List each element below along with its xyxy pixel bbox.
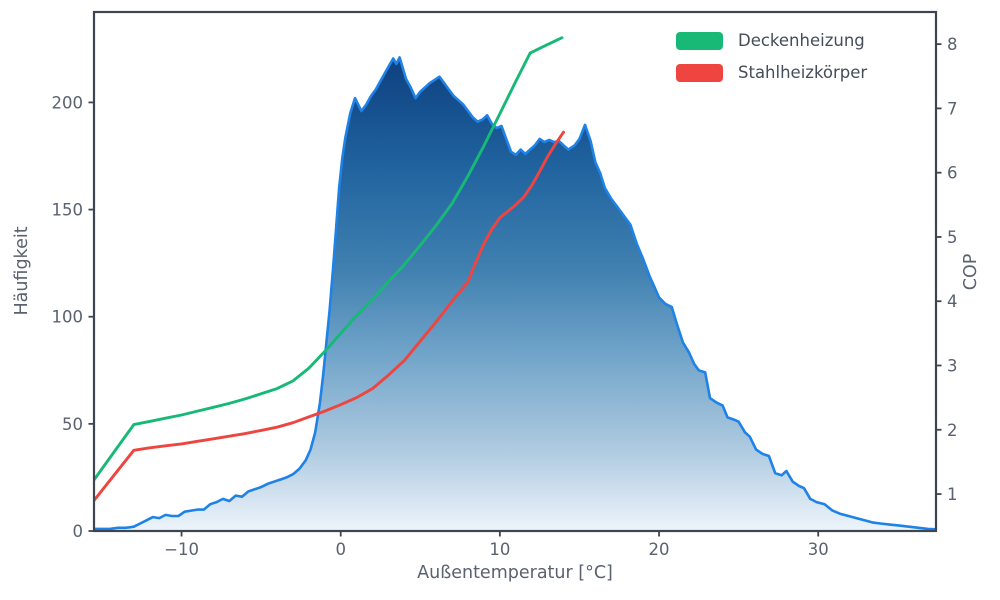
legend-label: Stahlheizkörper	[738, 63, 868, 82]
y-left-tick-label: 150	[52, 201, 84, 220]
y-left-tick-label: 0	[73, 522, 84, 541]
legend-label: Deckenheizung	[738, 31, 865, 50]
legend: Deckenheizung Stahlheizkörper	[676, 31, 867, 82]
y-right-tick-label: 7	[947, 99, 958, 118]
cop-line-stahlheizkoerper	[94, 130, 565, 502]
axis-ticks	[88, 43, 942, 537]
y-left-tick-label: 50	[62, 415, 83, 434]
histogram-outline	[94, 56, 936, 531]
y-right-tick-label: 4	[947, 292, 958, 311]
y-right-axis-label: COP	[961, 254, 981, 291]
x-tick-label: 10	[489, 540, 510, 559]
histogram-area	[94, 57, 936, 531]
legend-item-stahlheizkoerper: Stahlheizkörper	[676, 63, 867, 82]
x-axis-label: Außentemperatur [°C]	[417, 563, 613, 583]
y-right-tick-label: 3	[947, 356, 958, 375]
x-tick-label: 20	[649, 540, 670, 559]
plot-border	[92, 10, 938, 533]
y-right-tick-label: 1	[947, 485, 958, 504]
y-left-tick-label: 200	[52, 93, 84, 112]
y-right-tick-label: 2	[947, 421, 958, 440]
y-right-tick-label: 8	[947, 35, 958, 54]
cop-line-deckenheizung	[94, 36, 564, 482]
y-right-tick-label: 6	[947, 164, 958, 183]
legend-item-deckenheizung: Deckenheizung	[676, 31, 867, 50]
x-tick-label: 30	[808, 540, 829, 559]
axis-tick-labels: −10 0 10 20 30 0 50 100 150 200 1 2 3 4 5 6 7 8	[52, 35, 958, 559]
x-tick-label: 0	[335, 540, 346, 559]
x-tick-label: −10	[164, 540, 199, 559]
stahlheizkoerper-color-swatch	[676, 63, 723, 82]
y-left-tick-label: 100	[52, 308, 84, 327]
deckenheizung-color-swatch	[676, 31, 723, 50]
y-left-axis-label: Häufigkeit	[12, 226, 32, 315]
y-right-tick-label: 5	[947, 228, 958, 247]
